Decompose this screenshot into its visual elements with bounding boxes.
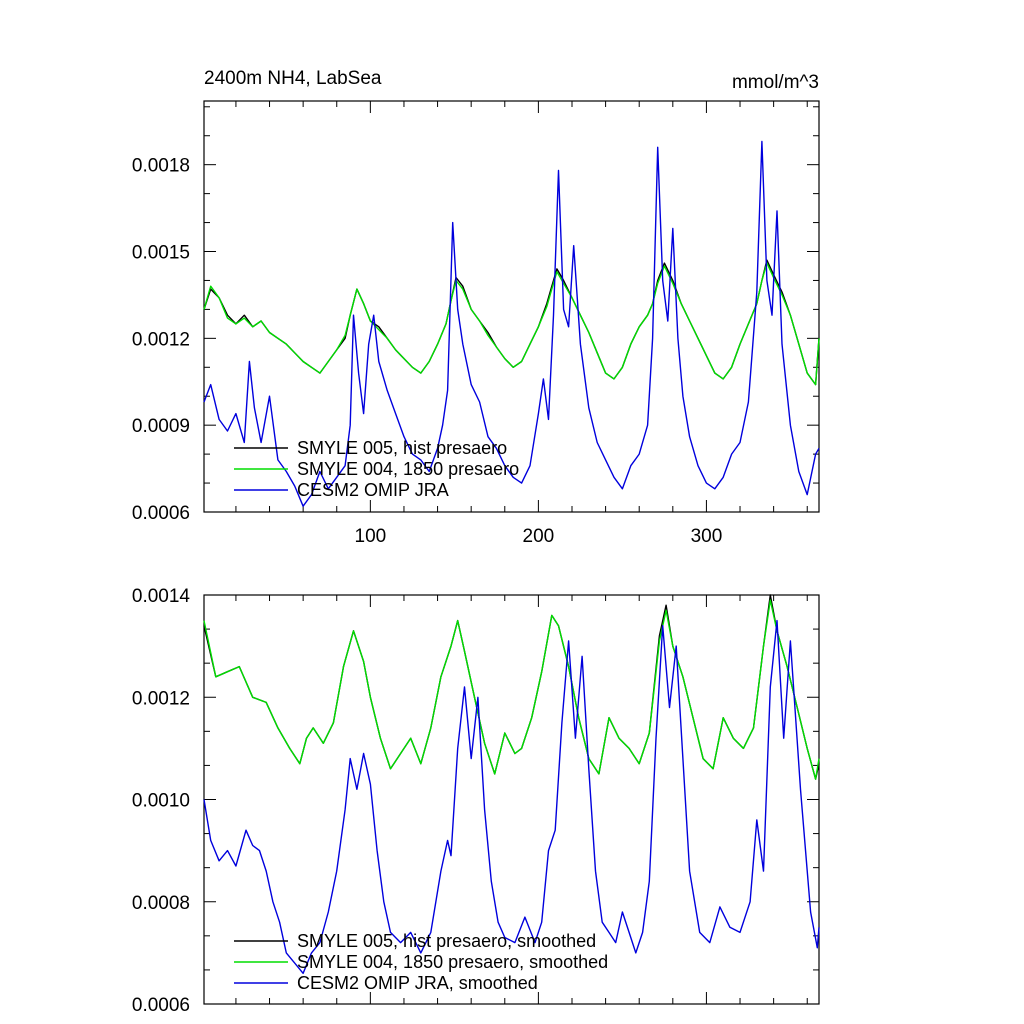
legend-label: CESM2 OMIP JRA, smoothed xyxy=(297,973,538,993)
top-chart-title: 2400m NH4, LabSea xyxy=(204,68,382,89)
x-tick-label: 100 xyxy=(355,526,387,547)
y-tick-label: 0.0012 xyxy=(132,688,190,709)
y-tick-label: 0.0018 xyxy=(132,156,190,177)
series-line-2 xyxy=(203,140,820,507)
series-line-0 xyxy=(203,594,820,780)
legend-label: SMYLE 004, 1850 presaero, smoothed xyxy=(297,952,608,972)
legend-label: SMYLE 005, hist presaero xyxy=(297,438,507,458)
y-tick-label: 0.0010 xyxy=(132,791,190,812)
y-tick-label: 0.0006 xyxy=(132,503,190,524)
y-tick-label: 0.0015 xyxy=(132,243,190,264)
y-tick-label: 0.0009 xyxy=(132,416,190,437)
y-tick-label: 0.0014 xyxy=(132,586,191,607)
legend-label: CESM2 OMIP JRA xyxy=(297,480,449,500)
series-line-2 xyxy=(203,619,820,974)
y-tick-label: 0.0012 xyxy=(132,329,190,350)
series-line-1 xyxy=(203,262,820,386)
bottom-panel: 0.0006 0.0008 0.0010 0.0012 0.0014 SMYLE 005,… xyxy=(132,586,820,1016)
legend-label: SMYLE 005, hist presaero, smoothed xyxy=(297,931,596,951)
x-tick-label: 300 xyxy=(691,526,723,547)
top-chart-units: mmol/m^3 xyxy=(732,72,819,93)
x-tick-label: 200 xyxy=(523,526,555,547)
top-panel: 2400m NH4, LabSea mmol/m^3 0.0006 0.0009 0… xyxy=(132,68,820,547)
plot-frame xyxy=(203,100,820,513)
y-tick-label: 0.0008 xyxy=(132,893,190,914)
legend-label: SMYLE 004, 1850 presaero xyxy=(297,459,519,479)
series-line-1 xyxy=(203,599,820,780)
y-tick-label: 0.0006 xyxy=(132,995,190,1016)
